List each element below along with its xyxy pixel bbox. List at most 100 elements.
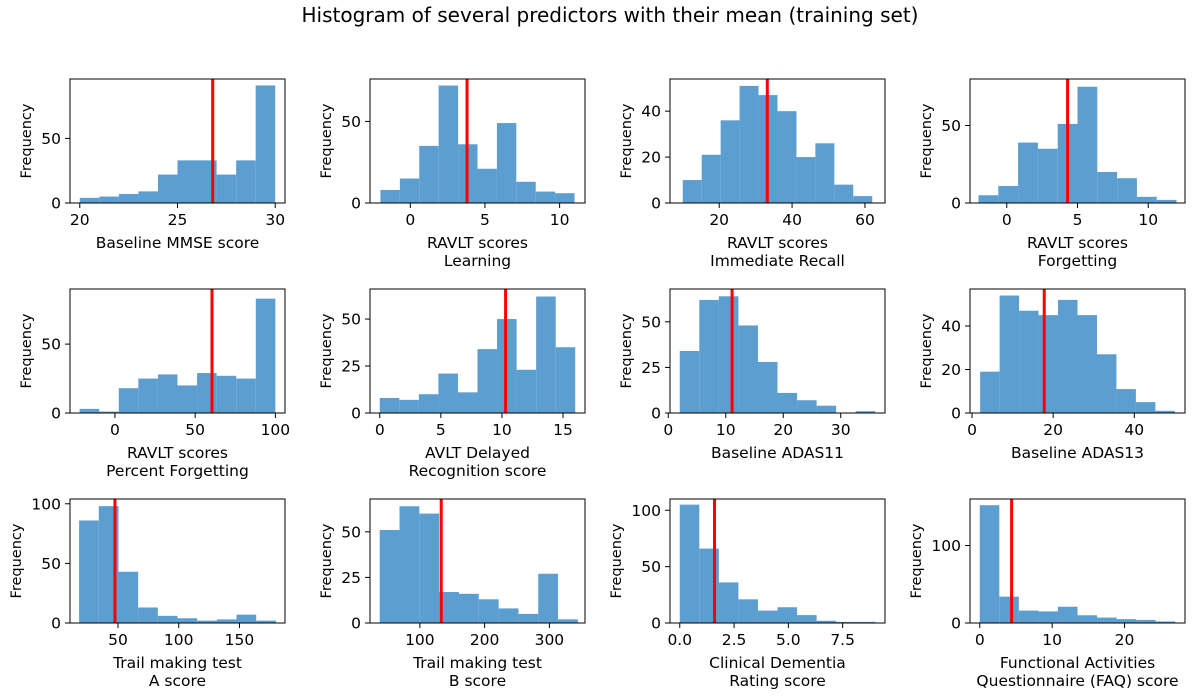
histogram-bar <box>536 296 556 413</box>
histogram-bar <box>157 374 178 413</box>
x-tick-label: 10 <box>492 421 512 439</box>
y-tick-label: 100 <box>931 537 961 555</box>
y-axis-label: Frequency <box>919 313 935 388</box>
x-tick-label: 0 <box>1002 211 1012 229</box>
y-tick-label: 0 <box>351 405 361 423</box>
histogram-bar <box>555 193 575 203</box>
y-tick-label: 0 <box>51 195 61 213</box>
histogram-bar <box>518 613 539 623</box>
histogram-bar <box>457 392 478 413</box>
histogram-bar <box>1019 310 1039 413</box>
y-tick-label: 25 <box>641 359 661 377</box>
x-tick-label: 0 <box>110 421 120 439</box>
x-axis-label: RAVLT scores <box>427 234 528 252</box>
histogram-bar <box>1156 199 1177 203</box>
y-tick-label: 0 <box>951 615 961 633</box>
y-tick-label: 0 <box>351 195 361 213</box>
x-tick-label: 40 <box>782 211 802 229</box>
histogram-bar <box>177 160 198 204</box>
x-tick-label: 10 <box>716 421 736 439</box>
x-axis-label: RAVLT scores <box>727 234 828 252</box>
histogram-bar <box>1037 148 1058 203</box>
histogram-bar <box>477 349 498 413</box>
x-tick-label: 100 <box>164 631 194 649</box>
y-axis-label: Frequency <box>619 313 635 388</box>
x-tick-label: 10 <box>1042 631 1062 649</box>
histogram-bar <box>538 573 559 623</box>
x-axis-label: Trail making test <box>112 654 242 672</box>
figure-title: Histogram of several predictors with the… <box>302 3 919 27</box>
histogram-bar <box>1057 606 1078 623</box>
x-axis-label: Recognition score <box>409 462 547 480</box>
y-tick-label: 100 <box>31 495 61 513</box>
x-tick-label: 5.0 <box>776 631 801 649</box>
y-tick-label: 20 <box>941 361 961 379</box>
histogram-bar <box>1077 315 1097 413</box>
x-tick-label: 0 <box>405 211 415 229</box>
histogram-bar <box>79 197 100 203</box>
x-tick-label: 30 <box>265 211 285 229</box>
axes-frame <box>369 78 586 204</box>
x-tick-label: 10 <box>550 211 570 229</box>
histogram-bar <box>379 530 400 623</box>
histogram-bar <box>999 596 1019 623</box>
x-axis-label: Rating score <box>729 672 826 690</box>
y-tick-label: 25 <box>341 358 361 376</box>
y-tick-label: 0 <box>951 195 961 213</box>
y-tick-label: 50 <box>641 313 661 331</box>
histogram-bar <box>796 157 816 203</box>
axes-frame <box>969 498 1186 624</box>
histogram-bar <box>701 154 721 203</box>
histogram-bar <box>682 180 702 203</box>
histogram-bar <box>555 347 576 413</box>
y-tick-label: 0 <box>951 405 961 423</box>
x-tick-label: 20 <box>70 211 90 229</box>
axes-frame <box>369 498 586 624</box>
histogram-bar <box>256 620 276 623</box>
x-tick-label: 20 <box>1043 421 1063 439</box>
histogram-bar <box>516 369 537 413</box>
y-tick-label: 50 <box>41 130 61 148</box>
x-axis-label: B score <box>449 672 506 690</box>
histogram-bar <box>99 196 119 203</box>
histogram-bar <box>1097 617 1117 623</box>
histogram-bar <box>797 400 817 413</box>
histogram-bar <box>458 593 479 623</box>
axes-frame <box>369 288 586 414</box>
axes-frame <box>669 288 886 414</box>
y-axis-label: Frequency <box>19 313 35 388</box>
histogram-bar <box>118 193 139 203</box>
histogram-bar <box>438 373 458 413</box>
x-axis-label: Immediate Recall <box>710 252 845 270</box>
histogram-bar <box>1135 402 1156 413</box>
histogram-bar <box>718 582 739 623</box>
histogram-bar <box>777 392 798 413</box>
x-tick-label: 100 <box>405 631 435 649</box>
x-tick-label: 2.5 <box>722 631 747 649</box>
histogram-bar <box>477 168 497 203</box>
histogram-bar <box>138 378 158 413</box>
histogram-bar <box>1038 611 1058 624</box>
histogram-bar <box>679 504 700 623</box>
x-axis-label: Percent Forgetting <box>106 462 249 480</box>
histogram-bar <box>99 411 119 413</box>
y-axis-label: Frequency <box>9 523 25 598</box>
y-tick-label: 50 <box>941 117 961 135</box>
histogram-bar <box>738 599 758 623</box>
histogram-bar <box>399 178 420 203</box>
y-axis-label: Frequency <box>319 523 335 598</box>
x-tick-label: 5 <box>1073 211 1083 229</box>
y-axis-label: Frequency <box>609 523 625 598</box>
y-tick-label: 50 <box>341 311 361 329</box>
histogram-bar <box>197 620 217 623</box>
axes-frame <box>69 288 286 414</box>
x-tick-label: 7.5 <box>830 631 855 649</box>
histogram-bar <box>853 196 873 203</box>
x-axis-label: RAVLT scores <box>127 444 228 462</box>
x-axis-label: Clinical Dementia <box>709 654 846 672</box>
histogram-bar <box>777 111 797 203</box>
axes-frame <box>69 498 286 624</box>
y-tick-label: 40 <box>641 103 661 121</box>
histogram-bar <box>1136 196 1157 203</box>
histogram-bar <box>718 296 739 413</box>
